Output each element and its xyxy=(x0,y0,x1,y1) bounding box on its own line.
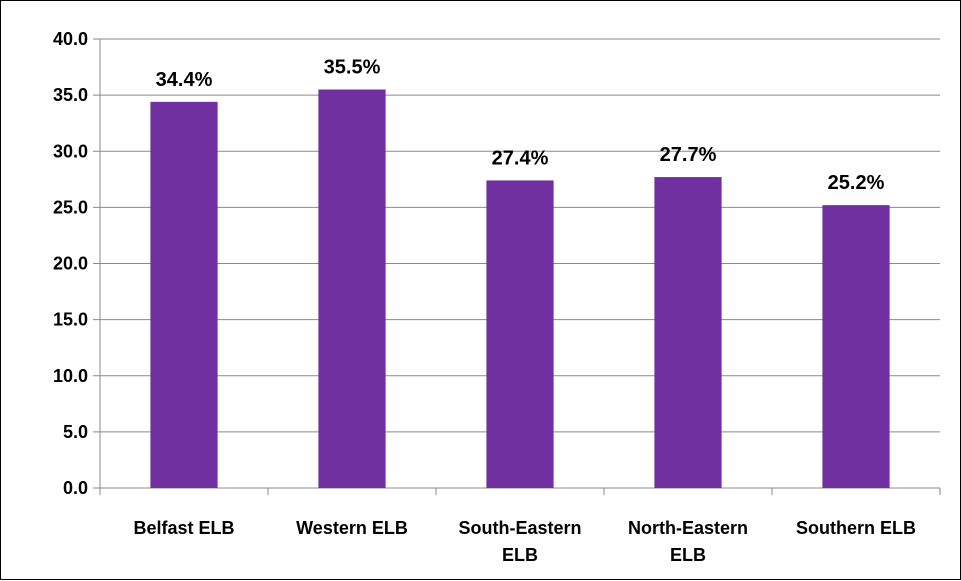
data-label: 35.5% xyxy=(324,57,381,79)
x-category-label: Belfast ELB xyxy=(133,518,234,538)
y-tick-label: 35.0 xyxy=(53,85,88,105)
data-label: 25.2% xyxy=(828,172,885,194)
x-category-label: Western ELB xyxy=(296,518,408,538)
y-tick-label: 10.0 xyxy=(53,366,88,386)
bar xyxy=(150,101,218,489)
bar xyxy=(822,205,890,488)
y-tick-label: 20.0 xyxy=(53,254,88,274)
data-label: 27.4% xyxy=(492,147,549,169)
x-category-label: ELB xyxy=(502,545,538,565)
y-tick-label: 5.0 xyxy=(63,422,88,442)
y-tick-label: 0.0 xyxy=(63,478,88,498)
y-tick-label: 30.0 xyxy=(53,141,88,161)
y-tick-label: 40.0 xyxy=(53,29,88,49)
y-tick-label: 15.0 xyxy=(53,310,88,330)
x-category-label: Southern ELB xyxy=(796,518,916,538)
bar xyxy=(654,177,722,488)
bar xyxy=(486,180,554,488)
data-label: 34.4% xyxy=(156,69,213,91)
x-category-label: ELB xyxy=(670,545,706,565)
data-label: 27.7% xyxy=(660,144,717,166)
x-category-label: South-Eastern xyxy=(458,518,581,538)
x-category-label: North-Eastern xyxy=(628,518,748,538)
y-tick-label: 25.0 xyxy=(53,197,88,217)
bar xyxy=(318,89,386,488)
